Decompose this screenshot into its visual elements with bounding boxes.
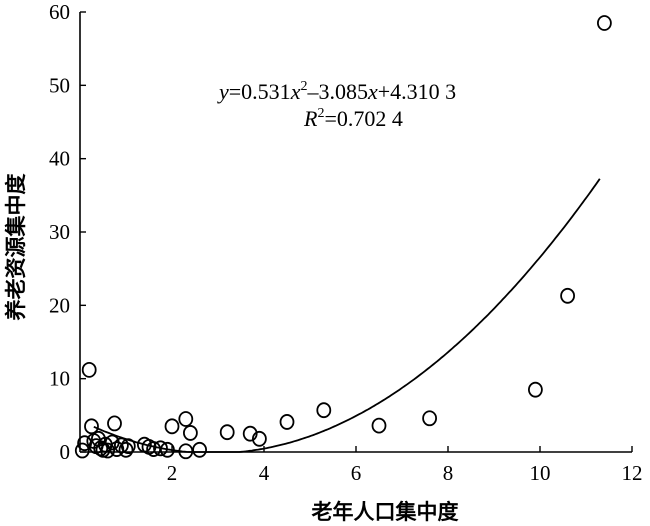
data-point — [279, 414, 295, 430]
eq-exp: 2 — [300, 79, 307, 94]
data-point — [178, 443, 194, 460]
data-point — [93, 440, 109, 457]
data-point — [560, 287, 575, 304]
x-tick-label: 2 — [167, 461, 178, 485]
eq-x: x — [290, 79, 301, 104]
tick-marks — [80, 11, 633, 453]
y-tick-label: 60 — [49, 0, 70, 24]
trend-curve — [93, 178, 601, 453]
r-exp: 2 — [317, 106, 324, 121]
y-axis-title: 养老资源集中度 — [4, 174, 28, 322]
data-point — [74, 442, 90, 459]
x-tick-label: 4 — [259, 461, 270, 485]
y-tick-label: 30 — [49, 220, 70, 244]
data-point — [153, 440, 168, 457]
data-point — [251, 430, 267, 447]
tick-labels: 0 10 20 30 40 50 60 2 4 6 8 10 12 — [49, 0, 643, 485]
eq-a: =0.531 — [229, 79, 291, 104]
x-tick-label: 10 — [530, 461, 551, 485]
y-tick-label: 40 — [49, 147, 70, 171]
eq-x2: x — [367, 79, 378, 104]
data-point — [107, 415, 122, 432]
x-tick-label: 6 — [351, 461, 362, 485]
data-point — [192, 441, 208, 458]
data-point — [159, 441, 175, 458]
x-axis-title: 老年人口集中度 — [312, 500, 459, 524]
data-point — [178, 411, 194, 427]
y-tick-label: 20 — [49, 293, 70, 317]
data-point — [219, 424, 235, 441]
eq-y: y — [217, 79, 229, 104]
data-point — [120, 438, 136, 455]
data-point — [164, 418, 180, 435]
r-squared: R2=0.702 4 — [303, 106, 403, 131]
x-tick-label: 12 — [622, 461, 643, 485]
y-tick-label: 0 — [60, 440, 71, 464]
axes — [79, 12, 632, 453]
r-value: =0.702 4 — [324, 106, 402, 131]
data-point — [118, 441, 134, 458]
y-tick-label: 50 — [49, 73, 70, 97]
data-point — [316, 402, 332, 419]
data-point — [84, 418, 99, 435]
y-tick-label: 10 — [49, 367, 70, 391]
data-point — [100, 442, 115, 459]
data-point — [422, 410, 438, 427]
data-point — [114, 437, 129, 454]
x-tick-label: 8 — [443, 461, 454, 485]
data-point — [81, 361, 97, 378]
data-point — [182, 425, 198, 441]
r-letter: R — [303, 106, 318, 131]
data-point — [528, 381, 543, 398]
eq-c: +4.310 3 — [378, 79, 456, 104]
data-points — [74, 15, 612, 460]
eq-b: –3.085 — [306, 79, 368, 104]
trend-equation: y=0.531x2–3.085x+4.310 3 — [217, 79, 456, 104]
data-point — [597, 15, 612, 31]
data-point — [242, 425, 258, 442]
data-point — [371, 417, 387, 434]
